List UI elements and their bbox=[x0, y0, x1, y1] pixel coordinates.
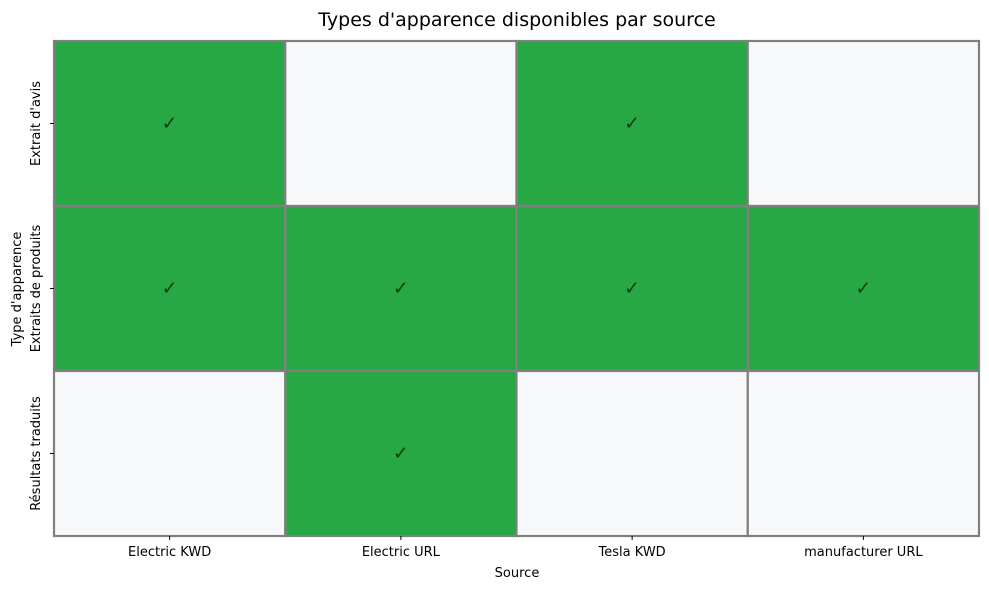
cell-checkmark: ✓ bbox=[162, 278, 178, 300]
y-tick-label: Extrait d'avis bbox=[29, 81, 44, 166]
y-tick-label: Résultats traduits bbox=[29, 396, 44, 511]
heatmap-cell bbox=[515, 369, 749, 538]
x-tick-label: Tesla KWD bbox=[598, 545, 666, 560]
cell-checkmark: ✓ bbox=[393, 443, 409, 465]
x-tick-label: manufacturer URL bbox=[804, 545, 923, 560]
cell-checkmark: ✓ bbox=[624, 113, 640, 135]
heatmap-cell bbox=[284, 39, 518, 208]
heatmap-cell bbox=[284, 204, 518, 373]
cell-checkmark: ✓ bbox=[624, 278, 640, 300]
cell-checkmark: ✓ bbox=[393, 278, 409, 300]
heatmap-cell bbox=[284, 369, 518, 538]
heatmap-cell bbox=[746, 369, 981, 538]
x-axis-ticks: Electric KWD Electric URL Tesla KWD manufac… bbox=[128, 536, 923, 560]
heatmap-cells: ✓ ✓ ✓ ✓ ✓ ✓ ✓ bbox=[52, 39, 981, 538]
y-tick-label: Extraits de produits bbox=[29, 225, 44, 353]
cell-checkmark: ✓ bbox=[855, 278, 871, 300]
y-axis-label: Type d'apparence bbox=[10, 232, 25, 348]
x-tick-label: Electric URL bbox=[362, 545, 441, 560]
x-tick-label: Electric KWD bbox=[128, 545, 211, 560]
chart-title: Types d'apparence disponibles par source bbox=[317, 9, 715, 31]
heatmap-cell bbox=[515, 39, 749, 208]
heatmap-cell bbox=[52, 369, 287, 538]
heatmap-cell bbox=[746, 204, 981, 373]
cell-checkmark: ✓ bbox=[162, 113, 178, 135]
heatmap-cell bbox=[746, 39, 981, 208]
x-axis-label: Source bbox=[495, 566, 540, 581]
y-axis-ticks: Extrait d'avis Extraits de produits Résult… bbox=[29, 81, 54, 511]
